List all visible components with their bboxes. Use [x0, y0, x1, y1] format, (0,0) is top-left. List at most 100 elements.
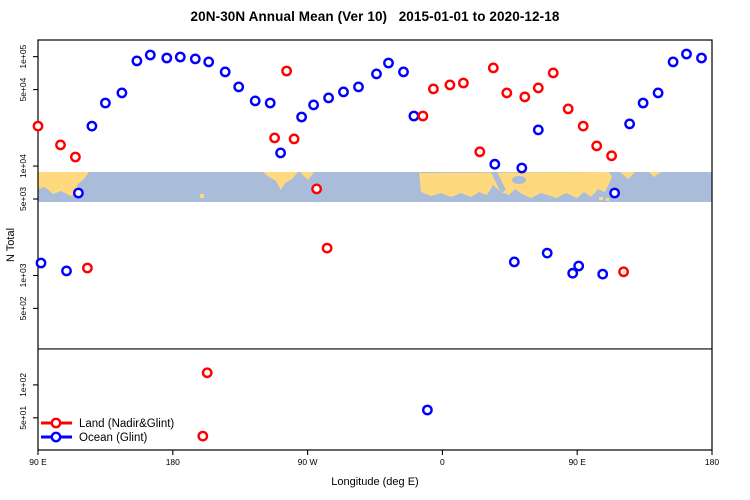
ocean-data-point	[275, 147, 286, 159]
land-data-point	[591, 140, 603, 152]
y-axis-title: N Total	[5, 227, 17, 263]
land-data-point	[417, 110, 429, 122]
band-persian-gulf	[512, 176, 526, 184]
band-land-mexico-2	[300, 172, 314, 180]
land-data-point	[577, 120, 589, 132]
x-tick-label: 0	[440, 457, 445, 467]
land-data-point	[321, 242, 333, 254]
band-island-1	[599, 197, 603, 200]
ocean-data-point	[296, 111, 307, 123]
ocean-data-point	[116, 87, 128, 99]
legend-marker-land	[50, 417, 62, 429]
land-data-point	[618, 266, 629, 278]
land-data-point	[281, 65, 292, 77]
x-axis-title: Longitude (deg E)	[331, 476, 419, 488]
legend-label-ocean: Ocean (Glint)	[79, 432, 148, 444]
land-data-point	[82, 262, 93, 274]
y-tick-label: 1e+02	[18, 373, 28, 397]
legend-label-land: Land (Nadir&Glint)	[79, 418, 174, 430]
land-data-point	[606, 150, 617, 162]
ocean-data-point	[219, 66, 231, 78]
band-land-east-china	[620, 172, 635, 179]
chart-title: 20N-30N Annual Mean (Ver 10) 2015-01-01 …	[190, 9, 560, 24]
ocean-data-point	[203, 56, 215, 68]
ocean-data-point	[573, 260, 585, 272]
ocean-data-point	[35, 257, 47, 269]
ocean-data-point	[541, 247, 553, 259]
land-data-point	[70, 151, 81, 163]
band-land-africa-asia	[419, 172, 612, 198]
ocean-data-point	[338, 86, 349, 98]
ocean-series-points	[35, 48, 707, 416]
band-land-ryukyu	[649, 172, 661, 177]
y-tick-label: 5e+02	[18, 296, 28, 320]
land-data-point	[55, 139, 66, 151]
ocean-data-point	[100, 97, 111, 109]
legend-item-land: Land (Nadir&Glint)	[41, 417, 174, 430]
ocean-data-point	[408, 110, 420, 122]
land-data-point	[501, 87, 513, 99]
x-axis: 90 E 180 90 W 0 90 E 180	[29, 450, 719, 467]
ocean-data-point	[516, 162, 528, 174]
x-tick-label: 180	[166, 457, 180, 467]
ocean-data-point	[371, 68, 382, 80]
x-tick-label: 90 W	[298, 457, 318, 467]
ocean-data-point	[681, 48, 692, 60]
land-data-point	[474, 146, 486, 158]
land-data-point	[288, 133, 300, 145]
land-data-point	[532, 82, 544, 94]
ocean-data-point	[249, 95, 261, 107]
ocean-data-point	[609, 187, 620, 199]
land-series-points	[32, 62, 629, 442]
legend-marker-ocean	[50, 431, 62, 443]
ocean-data-point	[532, 124, 544, 136]
band-island-2	[606, 198, 609, 201]
ocean-data-point	[624, 118, 635, 130]
land-data-point	[269, 132, 280, 144]
land-data-point	[487, 62, 499, 74]
ocean-data-point	[264, 97, 276, 109]
y-axis: 1e+05 5e+04 1e+04 5e+03 1e+03 5e+02 1e+02 5e+01	[18, 44, 38, 430]
x-tick-label: 90 E	[568, 457, 586, 467]
band-land-hawaii	[200, 194, 204, 198]
ocean-data-point	[353, 81, 364, 93]
land-data-point	[562, 103, 574, 115]
ocean-data-point	[308, 99, 319, 111]
ocean-data-point	[161, 52, 173, 64]
ocean-data-point	[421, 404, 433, 416]
ocean-data-point	[61, 265, 72, 277]
ocean-data-point	[233, 81, 245, 93]
y-tick-label: 5e+01	[18, 406, 28, 430]
ocean-data-point	[667, 56, 679, 68]
map-band	[38, 172, 712, 202]
ocean-data-point	[567, 267, 579, 279]
ocean-data-point	[489, 158, 501, 170]
ocean-data-point	[323, 92, 334, 104]
land-data-point	[32, 120, 44, 132]
legend: Land (Nadir&Glint) Ocean (Glint)	[41, 417, 174, 444]
band-land-mexico	[263, 172, 298, 190]
plot-frame	[37, 39, 713, 451]
plot-box	[37, 39, 713, 451]
y-tick-label: 1e+05	[18, 44, 28, 68]
ocean-data-point	[696, 52, 707, 64]
ocean-data-point	[637, 97, 649, 109]
ocean-data-point	[144, 49, 156, 61]
band-red-sea	[491, 172, 506, 193]
x-tick-label: 90 E	[29, 457, 47, 467]
land-data-point	[444, 79, 456, 91]
y-tick-label: 1e+03	[18, 263, 28, 287]
x-tick-label: 180	[705, 457, 719, 467]
ocean-data-point	[597, 268, 609, 280]
ocean-data-point	[86, 120, 98, 132]
y-tick-label: 5e+04	[18, 77, 28, 101]
ocean-data-point	[508, 256, 520, 268]
land-data-point	[427, 83, 439, 95]
ocean-data-point	[131, 55, 143, 67]
land-data-point	[457, 77, 469, 89]
ocean-data-point	[189, 53, 201, 65]
ocean-data-point	[174, 51, 186, 63]
ocean-data-point	[398, 66, 409, 78]
land-data-point	[547, 67, 559, 79]
